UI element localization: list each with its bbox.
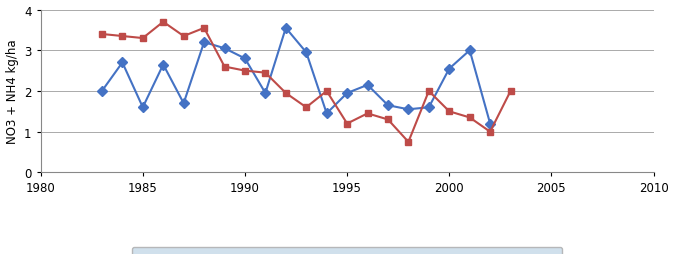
NO3+NH4 Bredkälen EMEP xyxy=(466,116,474,119)
NO3+NH4 Bredkälen LNKN xyxy=(466,50,474,53)
NO3+NH4 Bredkälen EMEP xyxy=(323,90,331,93)
NO3+NH4 Bredkälen EMEP xyxy=(241,70,249,73)
NO3+NH4 Bredkälen LNKN xyxy=(119,62,127,65)
NO3+NH4 Bredkälen LNKN xyxy=(343,92,351,95)
NO3+NH4 Bredkälen EMEP xyxy=(220,66,228,69)
NO3+NH4 Bredkälen EMEP xyxy=(384,118,392,121)
NO3+NH4 Bredkälen LNKN xyxy=(139,106,147,109)
NO3+NH4 Bredkälen LNKN xyxy=(425,106,433,109)
NO3+NH4 Bredkälen EMEP xyxy=(139,37,147,40)
NO3+NH4 Bredkälen EMEP xyxy=(159,21,167,24)
NO3+NH4 Bredkälen LNKN xyxy=(241,58,249,61)
NO3+NH4 Bredkälen LNKN xyxy=(302,52,310,55)
NO3+NH4 Bredkälen EMEP xyxy=(446,110,454,114)
NO3+NH4 Bredkälen LNKN xyxy=(486,122,494,125)
NO3+NH4 Bredkälen EMEP xyxy=(506,90,514,93)
NO3+NH4 Bredkälen LNKN xyxy=(262,92,270,95)
NO3+NH4 Bredkälen LNKN xyxy=(384,104,392,107)
Legend: NO3+NH4 Bredkälen LNKN, NO3+NH4 Bredkälen EMEP: NO3+NH4 Bredkälen LNKN, NO3+NH4 Bredkäle… xyxy=(132,247,562,254)
Y-axis label: NO3 + NH4 kg/ha: NO3 + NH4 kg/ha xyxy=(5,40,19,144)
NO3+NH4 Bredkälen LNKN xyxy=(200,41,208,44)
Line: NO3+NH4 Bredkälen LNKN: NO3+NH4 Bredkälen LNKN xyxy=(98,25,493,128)
NO3+NH4 Bredkälen EMEP xyxy=(425,90,433,93)
NO3+NH4 Bredkälen EMEP xyxy=(119,35,127,38)
NO3+NH4 Bredkälen LNKN xyxy=(323,113,331,116)
Line: NO3+NH4 Bredkälen EMEP: NO3+NH4 Bredkälen EMEP xyxy=(98,19,514,146)
NO3+NH4 Bredkälen LNKN xyxy=(446,68,454,71)
NO3+NH4 Bredkälen EMEP xyxy=(262,72,270,75)
NO3+NH4 Bredkälen LNKN xyxy=(159,64,167,67)
NO3+NH4 Bredkälen LNKN xyxy=(282,27,290,30)
NO3+NH4 Bredkälen EMEP xyxy=(98,33,106,36)
NO3+NH4 Bredkälen EMEP xyxy=(179,35,187,38)
NO3+NH4 Bredkälen LNKN xyxy=(179,102,187,105)
NO3+NH4 Bredkälen LNKN xyxy=(98,90,106,93)
NO3+NH4 Bredkälen EMEP xyxy=(302,106,310,109)
NO3+NH4 Bredkälen EMEP xyxy=(200,27,208,30)
NO3+NH4 Bredkälen EMEP xyxy=(486,131,494,134)
NO3+NH4 Bredkälen LNKN xyxy=(363,84,371,87)
NO3+NH4 Bredkälen EMEP xyxy=(343,122,351,125)
NO3+NH4 Bredkälen EMEP xyxy=(282,92,290,95)
NO3+NH4 Bredkälen EMEP xyxy=(404,141,412,144)
NO3+NH4 Bredkälen EMEP xyxy=(363,113,371,116)
NO3+NH4 Bredkälen LNKN xyxy=(220,47,228,51)
NO3+NH4 Bredkälen LNKN xyxy=(404,108,412,112)
